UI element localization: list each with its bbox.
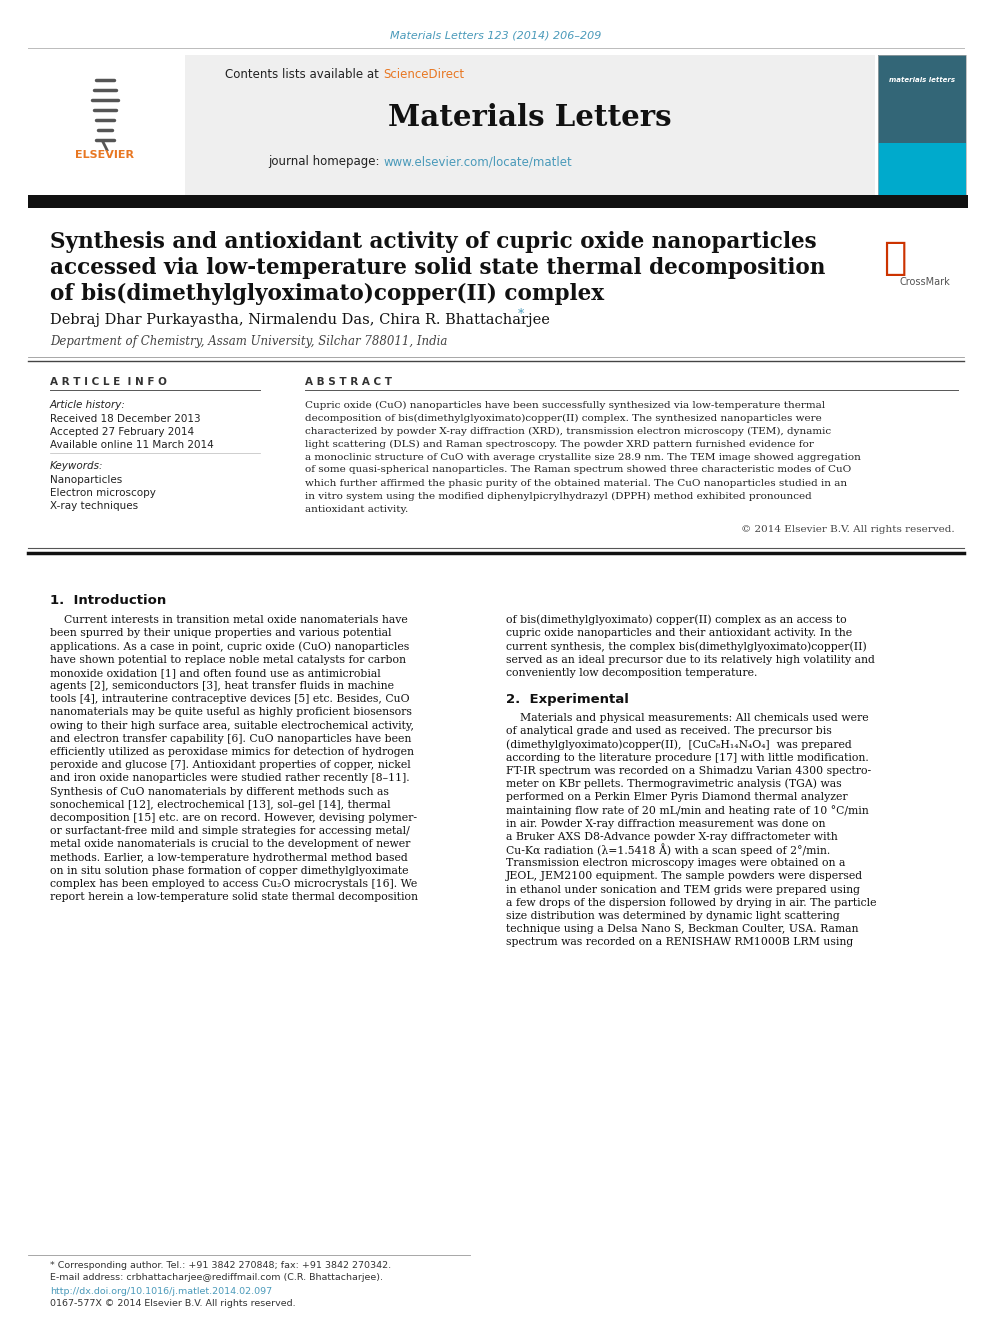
Text: Article history:: Article history: xyxy=(50,400,126,410)
Text: or surfactant-free mild and simple strategies for accessing metal/: or surfactant-free mild and simple strat… xyxy=(50,826,410,836)
Text: Ⓒ: Ⓒ xyxy=(883,239,907,277)
Text: (dimethylglyoximato)copper(II),  [CuC₈H₁₄N₄O₄]  was prepared: (dimethylglyoximato)copper(II), [CuC₈H₁₄… xyxy=(506,740,852,750)
Text: Debraj Dhar Purkayastha, Nirmalendu Das, Chira R. Bhattacharjee: Debraj Dhar Purkayastha, Nirmalendu Das,… xyxy=(50,314,550,327)
Text: meter on KBr pellets. Thermogravimetric analysis (TGA) was: meter on KBr pellets. Thermogravimetric … xyxy=(506,779,841,790)
Text: Materials Letters: Materials Letters xyxy=(388,103,672,132)
Text: 2.  Experimental: 2. Experimental xyxy=(506,693,629,706)
Text: ELSEVIER: ELSEVIER xyxy=(75,149,135,160)
Text: Materials Letters 123 (2014) 206–209: Materials Letters 123 (2014) 206–209 xyxy=(390,30,602,41)
Text: maintaining flow rate of 20 mL/min and heating rate of 10 °C/min: maintaining flow rate of 20 mL/min and h… xyxy=(506,804,869,816)
Text: in air. Powder X-ray diffraction measurement was done on: in air. Powder X-ray diffraction measure… xyxy=(506,819,825,828)
Text: tools [4], intrauterine contraceptive devices [5] etc. Besides, CuO: tools [4], intrauterine contraceptive de… xyxy=(50,695,410,704)
Text: Keywords:: Keywords: xyxy=(50,460,103,471)
Text: monoxide oxidation [1] and often found use as antimicrobial: monoxide oxidation [1] and often found u… xyxy=(50,668,381,677)
Text: Nanoparticles: Nanoparticles xyxy=(50,475,122,486)
Text: complex has been employed to access Cu₂O microcrystals [16]. We: complex has been employed to access Cu₂O… xyxy=(50,878,418,889)
Text: technique using a Delsa Nano S, Beckman Coulter, USA. Raman: technique using a Delsa Nano S, Beckman … xyxy=(506,925,858,934)
Text: Synthesis of CuO nanomaterials by different methods such as: Synthesis of CuO nanomaterials by differ… xyxy=(50,787,389,796)
Bar xyxy=(878,56,966,198)
Text: * Corresponding author. Tel.: +91 3842 270848; fax: +91 3842 270342.: * Corresponding author. Tel.: +91 3842 2… xyxy=(50,1261,391,1270)
Text: Materials and physical measurements: All chemicals used were: Materials and physical measurements: All… xyxy=(506,713,869,722)
Text: Accepted 27 February 2014: Accepted 27 February 2014 xyxy=(50,427,194,437)
Text: a few drops of the dispersion followed by drying in air. The particle: a few drops of the dispersion followed b… xyxy=(506,898,877,908)
Text: been spurred by their unique properties and various potential: been spurred by their unique properties … xyxy=(50,628,392,638)
Text: sonochemical [12], electrochemical [13], sol–gel [14], thermal: sonochemical [12], electrochemical [13],… xyxy=(50,800,391,810)
Text: metal oxide nanomaterials is crucial to the development of newer: metal oxide nanomaterials is crucial to … xyxy=(50,839,411,849)
Text: cupric oxide nanoparticles and their antioxidant activity. In the: cupric oxide nanoparticles and their ant… xyxy=(506,628,852,638)
Text: which further affirmed the phasic purity of the obtained material. The CuO nanop: which further affirmed the phasic purity… xyxy=(305,479,847,487)
Bar xyxy=(28,56,183,198)
Text: www.elsevier.com/locate/matlet: www.elsevier.com/locate/matlet xyxy=(383,156,571,168)
Text: have shown potential to replace noble metal catalysts for carbon: have shown potential to replace noble me… xyxy=(50,655,406,664)
Text: A R T I C L E  I N F O: A R T I C L E I N F O xyxy=(50,377,167,388)
Text: http://dx.doi.org/10.1016/j.matlet.2014.02.097: http://dx.doi.org/10.1016/j.matlet.2014.… xyxy=(50,1286,272,1295)
Text: Received 18 December 2013: Received 18 December 2013 xyxy=(50,414,200,423)
Text: owing to their high surface area, suitable electrochemical activity,: owing to their high surface area, suitab… xyxy=(50,721,414,730)
Text: Synthesis and antioxidant activity of cupric oxide nanoparticles: Synthesis and antioxidant activity of cu… xyxy=(50,232,816,253)
Text: *: * xyxy=(518,308,524,321)
Text: X-ray techniques: X-ray techniques xyxy=(50,501,138,511)
Text: and electron transfer capability [6]. CuO nanoparticles have been: and electron transfer capability [6]. Cu… xyxy=(50,734,412,744)
Text: Current interests in transition metal oxide nanomaterials have: Current interests in transition metal ox… xyxy=(50,615,408,624)
Text: methods. Earlier, a low-temperature hydrothermal method based: methods. Earlier, a low-temperature hydr… xyxy=(50,852,408,863)
Text: Cupric oxide (CuO) nanoparticles have been successfully synthesized via low-temp: Cupric oxide (CuO) nanoparticles have be… xyxy=(305,401,825,410)
Text: applications. As a case in point, cupric oxide (CuO) nanoparticles: applications. As a case in point, cupric… xyxy=(50,642,410,652)
Text: on in situ solution phase formation of copper dimethylglyoximate: on in situ solution phase formation of c… xyxy=(50,865,409,876)
Text: decomposition of bis(dimethylglyoximato)copper(II) complex. The synthesized nano: decomposition of bis(dimethylglyoximato)… xyxy=(305,413,821,422)
Text: Available online 11 March 2014: Available online 11 March 2014 xyxy=(50,441,213,450)
Text: light scattering (DLS) and Raman spectroscopy. The powder XRD pattern furnished : light scattering (DLS) and Raman spectro… xyxy=(305,439,813,448)
Bar xyxy=(28,194,968,208)
Text: size distribution was determined by dynamic light scattering: size distribution was determined by dyna… xyxy=(506,912,840,921)
Text: served as an ideal precursor due to its relatively high volatility and: served as an ideal precursor due to its … xyxy=(506,655,875,664)
Text: 0167-577X © 2014 Elsevier B.V. All rights reserved.: 0167-577X © 2014 Elsevier B.V. All right… xyxy=(50,1299,296,1308)
Text: according to the literature procedure [17] with little modification.: according to the literature procedure [1… xyxy=(506,753,869,762)
Text: Cu-Kα radiation (λ=1.5418 Å) with a scan speed of 2°/min.: Cu-Kα radiation (λ=1.5418 Å) with a scan… xyxy=(506,844,830,856)
Text: conveniently low decomposition temperature.: conveniently low decomposition temperatu… xyxy=(506,668,757,677)
Text: report herein a low-temperature solid state thermal decomposition: report herein a low-temperature solid st… xyxy=(50,892,418,902)
Text: E-mail address: crbhattacharjee@rediffmail.com (C.R. Bhattacharjee).: E-mail address: crbhattacharjee@rediffma… xyxy=(50,1273,383,1282)
Text: Contents lists available at: Contents lists available at xyxy=(225,67,383,81)
Text: and iron oxide nanoparticles were studied rather recently [8–11].: and iron oxide nanoparticles were studie… xyxy=(50,774,410,783)
Text: characterized by powder X-ray diffraction (XRD), transmission electron microscop: characterized by powder X-ray diffractio… xyxy=(305,426,831,435)
Text: materials letters: materials letters xyxy=(889,77,955,83)
Text: spectrum was recorded on a RENISHAW RM1000B LRM using: spectrum was recorded on a RENISHAW RM10… xyxy=(506,938,853,947)
Text: of bis(dimethylglyoximato)copper(II) complex: of bis(dimethylglyoximato)copper(II) com… xyxy=(50,283,604,306)
Bar xyxy=(185,56,875,194)
Text: decomposition [15] etc. are on record. However, devising polymer-: decomposition [15] etc. are on record. H… xyxy=(50,814,417,823)
Text: a Bruker AXS D8-Advance powder X-ray diffractometer with: a Bruker AXS D8-Advance powder X-ray dif… xyxy=(506,832,838,841)
Text: current synthesis, the complex bis(dimethylglyoximato)copper(II): current synthesis, the complex bis(dimet… xyxy=(506,642,867,652)
Bar xyxy=(878,56,966,143)
Text: ScienceDirect: ScienceDirect xyxy=(383,67,464,81)
Text: peroxide and glucose [7]. Antioxidant properties of copper, nickel: peroxide and glucose [7]. Antioxidant pr… xyxy=(50,761,411,770)
Text: efficiently utilized as peroxidase mimics for detection of hydrogen: efficiently utilized as peroxidase mimic… xyxy=(50,747,414,757)
Text: performed on a Perkin Elmer Pyris Diamond thermal analyzer: performed on a Perkin Elmer Pyris Diamon… xyxy=(506,792,847,802)
Text: A B S T R A C T: A B S T R A C T xyxy=(305,377,392,388)
Text: of bis(dimethylglyoximato) copper(II) complex as an access to: of bis(dimethylglyoximato) copper(II) co… xyxy=(506,615,846,626)
Bar xyxy=(878,56,966,198)
Text: FT-IR spectrum was recorded on a Shimadzu Varian 4300 spectro-: FT-IR spectrum was recorded on a Shimadz… xyxy=(506,766,871,775)
Text: Transmission electron microscopy images were obtained on a: Transmission electron microscopy images … xyxy=(506,859,845,868)
Text: in ethanol under sonication and TEM grids were prepared using: in ethanol under sonication and TEM grid… xyxy=(506,885,860,894)
Text: CrossMark: CrossMark xyxy=(899,277,949,287)
Text: 1.  Introduction: 1. Introduction xyxy=(50,594,167,606)
Text: of analytical grade and used as received. The precursor bis: of analytical grade and used as received… xyxy=(506,726,831,736)
Text: nanomaterials may be quite useful as highly proficient biosensors: nanomaterials may be quite useful as hig… xyxy=(50,708,412,717)
Text: antioxidant activity.: antioxidant activity. xyxy=(305,504,409,513)
Text: of some quasi-spherical nanoparticles. The Raman spectrum showed three character: of some quasi-spherical nanoparticles. T… xyxy=(305,466,851,475)
Text: © 2014 Elsevier B.V. All rights reserved.: © 2014 Elsevier B.V. All rights reserved… xyxy=(741,525,955,534)
Text: a monoclinic structure of CuO with average crystallite size 28.9 nm. The TEM ima: a monoclinic structure of CuO with avera… xyxy=(305,452,861,462)
Text: journal homepage:: journal homepage: xyxy=(268,156,383,168)
Text: in vitro system using the modified diphenylpicrylhydrazyl (DPPH) method exhibite: in vitro system using the modified diphe… xyxy=(305,491,811,500)
Text: agents [2], semiconductors [3], heat transfer fluids in machine: agents [2], semiconductors [3], heat tra… xyxy=(50,681,394,691)
Text: accessed via low-temperature solid state thermal decomposition: accessed via low-temperature solid state… xyxy=(50,257,825,279)
Text: Electron microscopy: Electron microscopy xyxy=(50,488,156,497)
Text: Department of Chemistry, Assam University, Silchar 788011, India: Department of Chemistry, Assam Universit… xyxy=(50,336,447,348)
Text: JEOL, JEM2100 equipment. The sample powders were dispersed: JEOL, JEM2100 equipment. The sample powd… xyxy=(506,872,863,881)
